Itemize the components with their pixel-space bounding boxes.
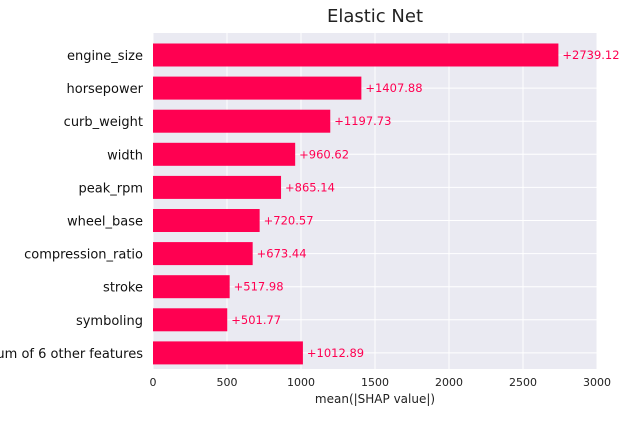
value-label: +865.14 <box>285 180 335 194</box>
value-label: +2739.12 <box>562 48 619 62</box>
chart-title: Elastic Net <box>327 6 423 27</box>
category-label: curb_weight <box>64 115 143 130</box>
category-label: Sum of 6 other features <box>0 347 143 362</box>
category-label: peak_rpm <box>78 181 143 196</box>
value-label: +720.57 <box>264 214 314 228</box>
bar <box>153 242 253 266</box>
bar <box>153 76 362 100</box>
bar <box>153 308 228 332</box>
category-label: engine_size <box>67 49 143 64</box>
bar <box>153 275 230 299</box>
bar <box>153 109 331 133</box>
category-label: width <box>107 148 143 163</box>
category-label: symboling <box>76 314 143 329</box>
x-tick-label: 0 <box>150 376 157 389</box>
bar <box>153 175 282 199</box>
x-tick-label: 2000 <box>435 376 463 389</box>
bar <box>153 43 559 67</box>
category-label: compression_ratio <box>24 248 143 263</box>
x-tick-label: 2500 <box>509 376 537 389</box>
category-label: stroke <box>103 281 143 296</box>
value-label: +960.62 <box>299 147 349 161</box>
x-tick-label: 3000 <box>583 376 611 389</box>
x-tick-label: 1500 <box>361 376 389 389</box>
x-tick-label: 1000 <box>287 376 315 389</box>
x-tick-label: 500 <box>217 376 238 389</box>
value-label: +501.77 <box>231 313 281 327</box>
value-labels: +2739.12 +1407.88 +1197.73 +960.62 +865.14 +7… <box>231 48 619 360</box>
value-label: +673.44 <box>257 247 307 261</box>
x-tick-labels: 0 500 1000 1500 2000 2500 3000 <box>150 376 612 389</box>
value-label: +1012.89 <box>307 346 364 360</box>
bars <box>153 43 559 365</box>
value-label: +517.98 <box>234 280 284 294</box>
category-label: wheel_base <box>67 215 143 230</box>
bar <box>153 209 260 232</box>
bar <box>153 341 303 365</box>
category-label: horsepower <box>67 82 144 97</box>
value-label: +1407.88 <box>365 81 422 95</box>
x-axis-label: mean(|SHAP value|) <box>315 392 435 406</box>
bar <box>153 142 296 166</box>
value-label: +1197.73 <box>334 114 391 128</box>
